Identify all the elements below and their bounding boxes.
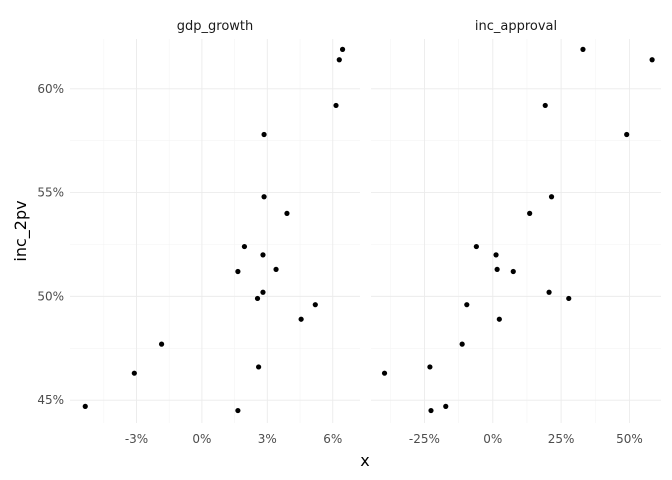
data-point (548, 194, 555, 200)
data-point (336, 57, 342, 63)
data-point (333, 102, 339, 109)
data-point (284, 210, 290, 216)
x-tick-label: 50% (616, 432, 643, 446)
data-point (273, 266, 279, 272)
data-point (459, 341, 465, 347)
data-point (580, 46, 586, 52)
data-point (261, 131, 267, 138)
y-tick-label: 45% (37, 393, 64, 407)
data-point (527, 210, 533, 216)
data-point (131, 370, 137, 376)
y-tick-label: 60% (37, 82, 64, 96)
data-point (254, 295, 261, 302)
panels: -3% 0% 3% 6% gdp_growth -25% 0% 25% 50% inc_appro… (70, 19, 661, 446)
x-tick-label: 0% (192, 432, 211, 446)
data-point (427, 364, 433, 370)
data-point (566, 295, 572, 302)
data-point (235, 268, 241, 275)
data-point (241, 243, 248, 250)
data-point (339, 46, 346, 52)
data-point (473, 243, 479, 250)
data-point (428, 407, 434, 414)
facet-strip-label: gdp_growth (177, 19, 254, 34)
y-axis-tick-labels: 45% 50% 55% 60% (37, 82, 64, 407)
data-point (312, 302, 318, 308)
data-point (235, 407, 241, 414)
data-point (464, 302, 470, 308)
data-point (381, 370, 388, 376)
data-point (496, 316, 502, 322)
x-tick-label: -25% (409, 432, 440, 446)
data-point (298, 316, 304, 322)
x-axis-title: x (360, 451, 369, 470)
data-point (649, 57, 655, 63)
data-point (510, 268, 516, 275)
data-point (261, 194, 267, 200)
facet-panel-gdp_growth: -3% 0% 3% 6% gdp_growth (70, 19, 360, 446)
facet-panel-inc_approval: -25% 0% 25% 50% inc_approval (371, 19, 661, 446)
facet-strip-label: inc_approval (475, 19, 557, 34)
data-point (494, 266, 500, 272)
y-tick-label: 50% (37, 289, 64, 303)
y-tick-label: 55% (37, 186, 64, 200)
data-point (256, 364, 262, 370)
data-point (624, 131, 630, 138)
x-tick-label: 0% (483, 432, 502, 446)
data-point (493, 252, 499, 258)
data-point (158, 341, 165, 347)
x-tick-label: 6% (323, 432, 342, 446)
data-point (546, 289, 552, 295)
data-point (260, 252, 266, 258)
y-axis-title: inc_2pv (11, 200, 31, 261)
data-point (82, 403, 88, 409)
x-tick-label: -3% (125, 432, 148, 446)
data-point (443, 403, 449, 409)
x-tick-label: 25% (548, 432, 575, 446)
data-point (260, 289, 266, 295)
x-tick-label: 3% (258, 432, 277, 446)
data-point (542, 102, 548, 109)
